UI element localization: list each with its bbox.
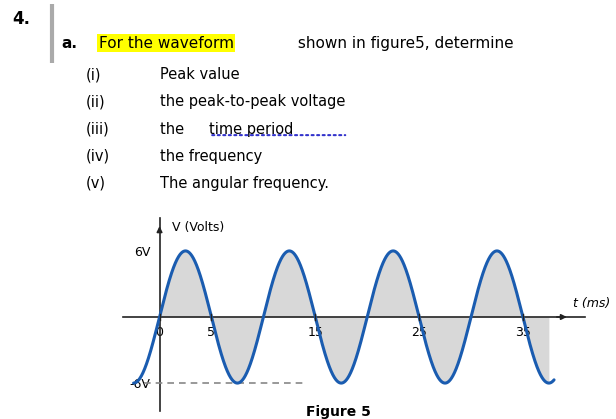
Text: (iii): (iii) (86, 122, 110, 137)
Text: a.: a. (62, 36, 78, 51)
Text: the peak-to-peak voltage: the peak-to-peak voltage (160, 94, 346, 109)
Text: (i): (i) (86, 67, 102, 82)
Text: The angular frequency.: The angular frequency. (160, 176, 329, 191)
Text: V (Volts): V (Volts) (172, 221, 224, 234)
Text: t (ms): t (ms) (573, 297, 610, 310)
Text: the: the (160, 122, 189, 137)
Text: time period: time period (209, 122, 294, 137)
Text: the frequency: the frequency (160, 149, 262, 164)
Text: (ii): (ii) (86, 94, 106, 109)
Text: Figure 5: Figure 5 (306, 405, 371, 419)
Text: (iv): (iv) (86, 149, 110, 164)
Text: Peak value: Peak value (160, 67, 240, 82)
Text: For the waveform: For the waveform (99, 36, 233, 51)
Text: 4.: 4. (12, 10, 30, 28)
Text: shown in figure5, determine: shown in figure5, determine (293, 36, 513, 51)
Text: (v): (v) (86, 176, 106, 191)
